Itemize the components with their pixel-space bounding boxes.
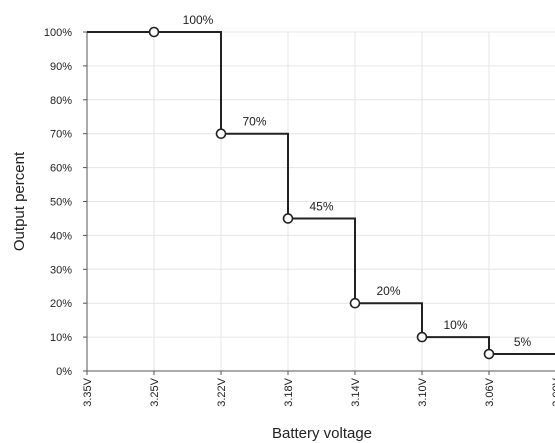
x-tick-label: 3.14V [350, 377, 362, 406]
y-axis-title: Output percent [11, 151, 28, 251]
data-label: 100% [183, 13, 214, 27]
x-tick-label: 3.00V [551, 377, 555, 406]
data-point [349, 297, 361, 309]
data-label: 5% [514, 335, 532, 349]
data-point [148, 26, 160, 38]
y-tick-label: 80% [50, 95, 72, 107]
x-tick-labels: 3.35V 3.25V 3.22V 3.18V 3.14V 3.10V 3.06V 3.00V [82, 377, 555, 406]
axes [83, 31, 555, 375]
x-tick-label: 3.18V [283, 377, 295, 406]
y-tick-label: 30% [50, 264, 72, 276]
data-point [416, 331, 428, 343]
data-point [215, 128, 227, 139]
data-label: 10% [443, 318, 467, 332]
y-tick-labels: 0% 10% 20% 30% 40% 50% 60% 70% 80% 90% 100% [44, 27, 72, 378]
x-tick-label: 3.22V [216, 377, 228, 406]
y-tick-label: 0% [56, 366, 72, 378]
x-tick-label: 3.35V [82, 377, 94, 406]
y-tick-label: 50% [50, 197, 72, 209]
y-tick-label: 90% [50, 61, 72, 73]
data-labels: 100% 70% 45% 20% 10% 5% [183, 13, 532, 349]
x-axis-title: Battery voltage [272, 425, 372, 442]
series-line [87, 31, 555, 356]
data-label: 45% [309, 199, 333, 213]
y-tick-label: 100% [44, 27, 72, 39]
y-tick-label: 70% [50, 129, 72, 141]
data-label: 20% [376, 284, 400, 298]
y-tick-label: 60% [50, 163, 72, 175]
data-point [483, 348, 495, 360]
x-tick-label: 3.06V [484, 377, 496, 406]
y-tick-label: 10% [50, 332, 72, 344]
x-tick-label: 3.25V [149, 377, 161, 406]
y-tick-label: 20% [50, 298, 72, 310]
step-line [87, 31, 555, 356]
y-tick-label: 40% [50, 230, 72, 242]
data-point [282, 213, 294, 224]
data-markers [148, 26, 495, 360]
x-tick-label: 3.10V [417, 377, 429, 406]
data-label: 70% [242, 115, 266, 129]
